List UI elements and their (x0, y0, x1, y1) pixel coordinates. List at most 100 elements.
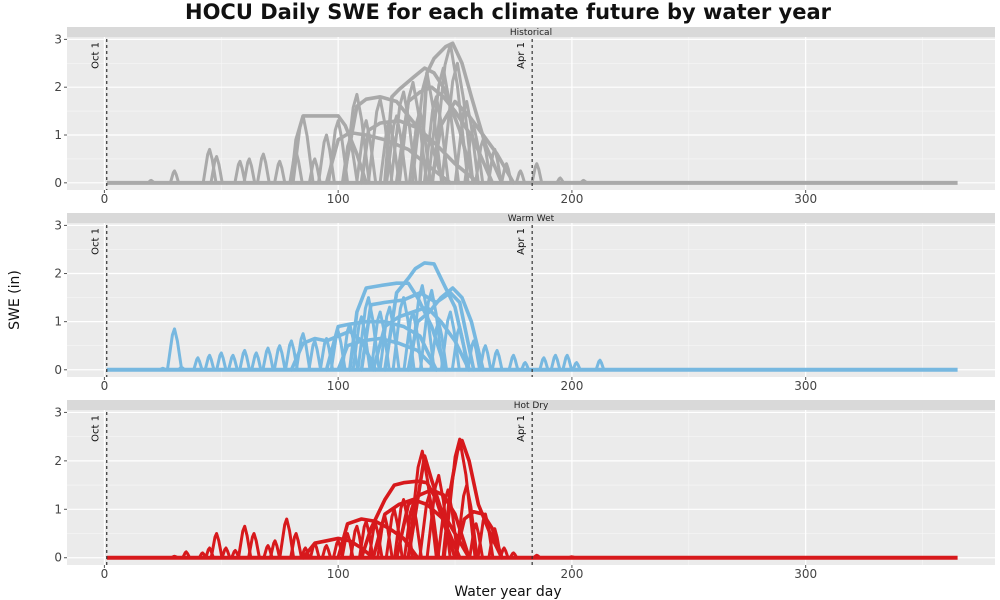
swe-trace (478, 344, 493, 372)
x-axis-title: Water year day (454, 584, 561, 600)
x-tick-label: 100 (327, 379, 350, 393)
swe-trace (227, 353, 239, 372)
swe-trace (394, 85, 495, 185)
swe-trace (273, 159, 287, 185)
swe-trace (389, 90, 418, 185)
swe-trace (230, 549, 241, 560)
swe-trace (454, 483, 479, 560)
swe-trace (371, 497, 462, 560)
y-tick-label: 2 (54, 267, 62, 281)
swe-trace (197, 551, 208, 560)
swe-trace (278, 517, 296, 560)
swe-trace (284, 339, 299, 372)
swe-trace (250, 351, 263, 372)
plot-background (67, 410, 995, 565)
reference-label-apr-1: Apr 1 (516, 42, 527, 69)
swe-trace (514, 169, 527, 185)
strip-label: Hot Dry (514, 401, 549, 411)
plot-background (67, 223, 995, 377)
swe-trace (247, 532, 261, 560)
panel-historical: Historical 0 1 2 3 0 100 200 300 Oct 1 Apr 1 (54, 27, 995, 206)
x-tick-label: 100 (327, 192, 350, 206)
swe-trace (520, 361, 531, 372)
y-axis-title: SWE (in) (7, 270, 23, 330)
swe-trace (429, 99, 516, 185)
swe-trace (507, 353, 520, 372)
x-tick-label: 100 (327, 567, 350, 581)
swe-trace (549, 353, 562, 372)
swe-trace (261, 346, 275, 372)
swe-trace (571, 361, 582, 372)
reference-label-oct-1: Oct 1 (91, 42, 102, 69)
swe-trace (289, 114, 369, 185)
swe-trace (209, 532, 224, 560)
chart-title: HOCU Daily SWE for each climate future b… (185, 0, 832, 24)
panel-warm-wet: Warm Wet 0 1 2 3 0 100 200 300 Oct 1 Apr 1 (54, 213, 995, 393)
swe-trace (418, 41, 504, 185)
swe-trace (181, 550, 192, 560)
series-historical (106, 41, 958, 185)
y-tick-label: 2 (54, 454, 62, 468)
swe-trace (165, 327, 184, 372)
x-tick-label: 200 (560, 192, 583, 206)
swe-trace (289, 532, 303, 560)
swe-trace (369, 310, 391, 372)
swe-trace (324, 319, 439, 372)
reference-label-oct-1: Oct 1 (91, 228, 102, 255)
swe-trace (307, 339, 323, 372)
strip-background (67, 213, 995, 223)
swe-trace (418, 288, 445, 372)
x-tick-label: 200 (560, 567, 583, 581)
x-tick-label: 0 (101, 567, 109, 581)
swe-trace (320, 544, 333, 560)
swe-trace (168, 169, 181, 185)
plot-background (67, 37, 995, 190)
y-tick-label: 0 (54, 551, 62, 565)
swe-trace (383, 261, 471, 372)
y-tick-label: 1 (54, 315, 62, 329)
strip-label: Historical (510, 28, 552, 38)
swe-trace (498, 546, 510, 560)
x-tick-label: 300 (794, 379, 817, 393)
swe-trace (561, 353, 574, 372)
swe-trace (289, 329, 378, 372)
y-tick-label: 0 (54, 176, 62, 190)
swe-trace (340, 532, 355, 560)
swe-trace (256, 152, 271, 185)
swe-trace (336, 517, 420, 560)
swe-trace (406, 286, 485, 372)
y-tick-label: 0 (54, 363, 62, 377)
strip-background (67, 400, 995, 410)
swe-trace (359, 290, 476, 372)
swe-trace (238, 349, 251, 372)
swe-trace (453, 509, 504, 560)
swe-trace (406, 454, 471, 560)
swe-trace (215, 351, 228, 372)
swe-trace (220, 546, 232, 560)
swe-trace (340, 95, 446, 185)
swe-trace (307, 157, 322, 185)
swe-trace (272, 344, 287, 372)
swe-trace (538, 356, 550, 372)
reference-label-oct-1: Oct 1 (91, 415, 102, 442)
swe-trace (383, 66, 476, 185)
swe-trace (347, 281, 448, 372)
y-tick-label: 3 (54, 32, 62, 46)
strip-background (67, 27, 995, 37)
panel-hot-dry: Hot Dry 0 1 2 3 0 100 200 300 Oct 1 Apr 1 (54, 400, 995, 581)
swe-trace (203, 353, 216, 372)
swe-trace (418, 493, 441, 560)
reference-label-apr-1: Apr 1 (516, 415, 527, 442)
swe-trace (391, 296, 416, 372)
y-tick-label: 1 (54, 128, 62, 142)
swe-trace (359, 118, 481, 185)
x-tick-label: 0 (101, 192, 109, 206)
x-tick-label: 200 (560, 379, 583, 393)
swe-trace (594, 358, 606, 372)
swe-trace (242, 157, 257, 185)
y-tick-label: 2 (54, 80, 62, 94)
swe-trace (209, 155, 224, 185)
swe-trace (324, 130, 453, 185)
